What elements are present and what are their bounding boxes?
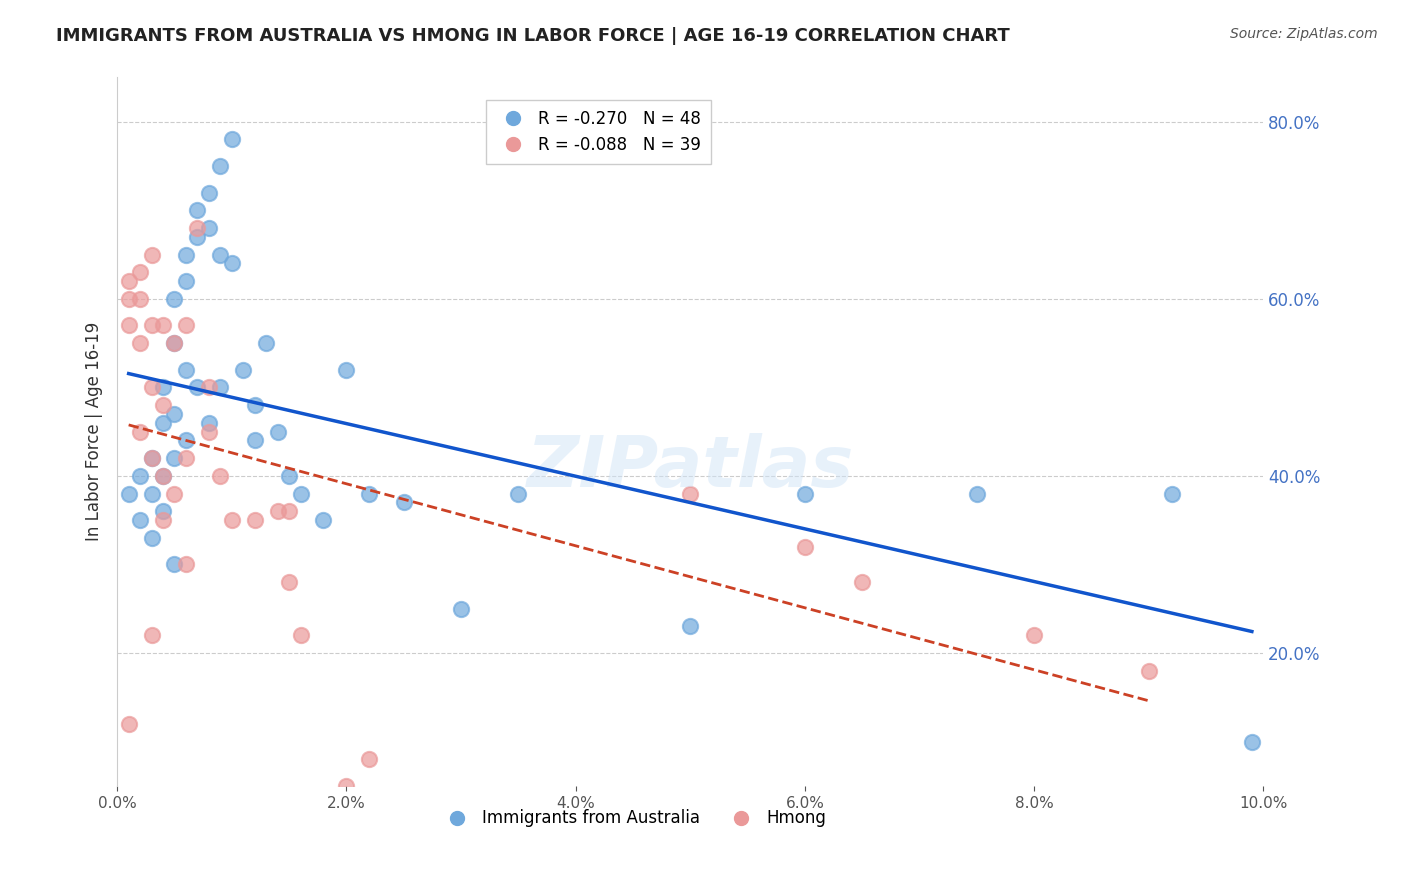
Point (163, 336, 186, 351)
Point (198, 221, 221, 235)
Point (163, 486, 186, 500)
Point (141, 531, 163, 545)
Point (793, 540, 815, 554)
Point (129, 265, 152, 279)
Point (278, 504, 301, 518)
Point (221, 132, 243, 146)
Point (335, 362, 357, 376)
Point (186, 221, 208, 235)
Point (152, 318, 174, 333)
Point (209, 159, 232, 173)
Point (232, 362, 254, 376)
Point (243, 434, 266, 448)
Point (278, 575, 301, 590)
Point (163, 451, 186, 466)
Text: ZIPatlas: ZIPatlas (527, 433, 853, 501)
Point (129, 513, 152, 527)
Point (186, 380, 208, 394)
Text: Source: ZipAtlas.com: Source: ZipAtlas.com (1230, 27, 1378, 41)
Point (209, 469, 232, 483)
Point (278, 469, 301, 483)
Point (221, 256, 243, 270)
Point (174, 247, 197, 261)
Point (793, 486, 815, 500)
Point (118, 274, 141, 288)
Point (152, 398, 174, 412)
Point (141, 451, 163, 466)
Point (174, 362, 197, 376)
Point (312, 513, 335, 527)
Point (152, 504, 174, 518)
Point (186, 229, 208, 244)
Point (198, 186, 221, 200)
Point (129, 336, 152, 351)
Point (679, 619, 702, 633)
Point (152, 469, 174, 483)
Point (679, 486, 702, 500)
Point (1137, 664, 1160, 678)
Point (174, 318, 197, 333)
Point (129, 469, 152, 483)
Point (198, 416, 221, 430)
Point (266, 425, 288, 439)
Point (209, 380, 232, 394)
Point (174, 451, 197, 466)
Point (141, 451, 163, 466)
Point (186, 203, 208, 218)
Point (966, 486, 988, 500)
Point (152, 469, 174, 483)
Point (174, 558, 197, 572)
Point (174, 434, 197, 448)
Point (1240, 734, 1263, 748)
Point (118, 292, 141, 306)
Point (152, 380, 174, 394)
Point (152, 513, 174, 527)
Point (141, 486, 163, 500)
Point (243, 398, 266, 412)
Point (1160, 486, 1182, 500)
Point (163, 292, 186, 306)
Point (221, 513, 243, 527)
Legend: Immigrants from Australia, Hmong: Immigrants from Australia, Hmong (433, 803, 832, 834)
Point (359, 486, 381, 500)
Point (851, 575, 873, 590)
Point (163, 558, 186, 572)
Point (163, 336, 186, 351)
Point (335, 779, 357, 793)
Point (392, 495, 415, 509)
Point (290, 628, 312, 642)
Point (141, 628, 163, 642)
Y-axis label: In Labor Force | Age 16-19: In Labor Force | Age 16-19 (86, 322, 103, 541)
Point (508, 486, 530, 500)
Point (198, 380, 221, 394)
Point (359, 752, 381, 766)
Point (129, 292, 152, 306)
Point (152, 416, 174, 430)
Text: IMMIGRANTS FROM AUSTRALIA VS HMONG IN LABOR FORCE | AGE 16-19 CORRELATION CHART: IMMIGRANTS FROM AUSTRALIA VS HMONG IN LA… (56, 27, 1010, 45)
Point (450, 601, 472, 615)
Point (129, 425, 152, 439)
Point (118, 486, 141, 500)
Point (1022, 628, 1045, 642)
Point (266, 504, 288, 518)
Point (118, 318, 141, 333)
Point (209, 247, 232, 261)
Point (198, 425, 221, 439)
Point (118, 716, 141, 731)
Point (174, 274, 197, 288)
Point (290, 486, 312, 500)
Point (141, 247, 163, 261)
Point (141, 380, 163, 394)
Point (243, 513, 266, 527)
Point (163, 407, 186, 421)
Point (141, 318, 163, 333)
Point (254, 336, 277, 351)
